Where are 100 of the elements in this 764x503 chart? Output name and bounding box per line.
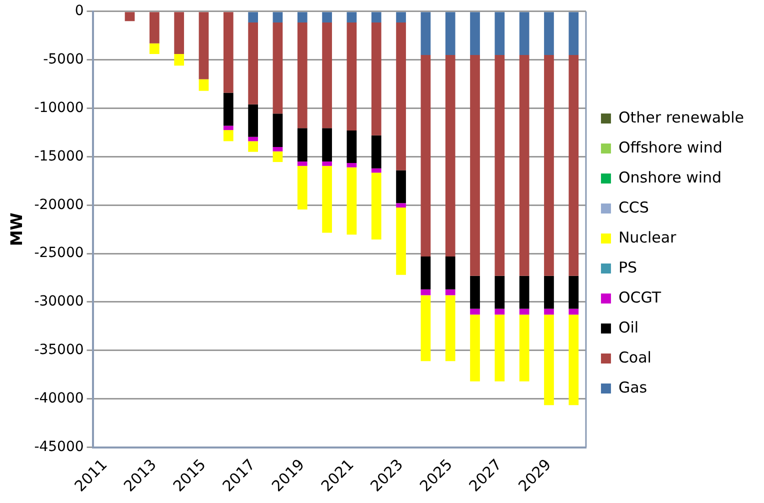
bar bbox=[445, 295, 456, 362]
bar bbox=[568, 276, 579, 309]
bar bbox=[445, 256, 456, 290]
bar bbox=[371, 12, 382, 23]
legend-label: Nuclear bbox=[618, 228, 678, 246]
legend-label: Coal bbox=[618, 348, 652, 366]
bar bbox=[420, 295, 431, 362]
legend-label: Other renewable bbox=[618, 108, 744, 126]
bar bbox=[519, 54, 530, 276]
bar bbox=[544, 276, 554, 309]
bar bbox=[150, 43, 160, 54]
bar bbox=[519, 276, 530, 309]
bar bbox=[346, 12, 357, 23]
bar bbox=[297, 128, 308, 162]
y-tick-label: -40000 bbox=[34, 390, 84, 406]
y-tick-label: -5000 bbox=[43, 51, 84, 68]
bar bbox=[272, 12, 283, 23]
y-axis-title: MW bbox=[6, 212, 26, 246]
bar bbox=[371, 22, 382, 136]
bar bbox=[297, 166, 308, 210]
bar bbox=[223, 130, 234, 142]
y-tick-label: 0 bbox=[74, 3, 84, 20]
bar bbox=[396, 208, 406, 275]
bar bbox=[420, 54, 431, 256]
bar bbox=[272, 22, 283, 114]
bar bbox=[322, 12, 332, 23]
bar bbox=[223, 12, 234, 93]
bar bbox=[494, 54, 505, 276]
bar bbox=[248, 22, 258, 104]
y-tick-label: -10000 bbox=[34, 100, 84, 116]
bar bbox=[297, 162, 308, 166]
bar bbox=[420, 12, 431, 55]
bar bbox=[223, 92, 234, 126]
bar bbox=[272, 114, 283, 148]
bar bbox=[544, 308, 554, 315]
y-tick-label: -30000 bbox=[34, 294, 84, 310]
bar bbox=[544, 12, 554, 55]
legend-label: PS bbox=[618, 258, 638, 276]
bar bbox=[544, 54, 554, 276]
bar bbox=[223, 126, 234, 130]
bar bbox=[346, 167, 357, 235]
bar bbox=[445, 54, 456, 256]
legend-label: Offshore wind bbox=[618, 138, 722, 156]
legend-label: Onshore wind bbox=[618, 168, 722, 186]
bar bbox=[568, 308, 579, 315]
bar bbox=[568, 12, 579, 55]
legend-label: OCGT bbox=[618, 288, 662, 306]
bar bbox=[470, 276, 480, 309]
y-tick-label: -25000 bbox=[34, 245, 84, 262]
y-tick-label: -20000 bbox=[34, 196, 84, 213]
bar bbox=[519, 314, 530, 382]
bar bbox=[198, 12, 209, 80]
bar bbox=[248, 104, 258, 137]
legend-label: Oil bbox=[618, 318, 639, 336]
y-tick-label: -45000 bbox=[34, 438, 84, 455]
bar bbox=[470, 54, 480, 276]
bar bbox=[346, 162, 357, 168]
bar bbox=[346, 130, 357, 163]
bar bbox=[248, 141, 258, 152]
bar bbox=[322, 166, 332, 233]
bar bbox=[248, 12, 258, 23]
bar bbox=[346, 22, 357, 131]
bar bbox=[124, 12, 135, 22]
bar bbox=[297, 22, 308, 128]
bar bbox=[445, 289, 456, 296]
bar bbox=[470, 314, 480, 382]
bar bbox=[420, 256, 431, 290]
bar bbox=[519, 12, 530, 55]
bar bbox=[470, 12, 480, 55]
bar bbox=[174, 54, 184, 66]
y-tick-label: -15000 bbox=[34, 148, 84, 164]
bar bbox=[494, 308, 505, 315]
bar bbox=[494, 276, 505, 309]
bar bbox=[568, 314, 579, 406]
y-tick-label: -35000 bbox=[34, 342, 84, 358]
bar bbox=[371, 172, 382, 240]
bar bbox=[248, 136, 258, 142]
bar bbox=[396, 22, 406, 170]
bar bbox=[174, 12, 184, 54]
bar bbox=[150, 12, 160, 44]
bar bbox=[568, 54, 579, 276]
bar bbox=[445, 12, 456, 55]
bar bbox=[322, 128, 332, 162]
bar bbox=[198, 79, 209, 91]
bar bbox=[420, 289, 431, 296]
bar bbox=[371, 135, 382, 168]
bar bbox=[396, 203, 406, 208]
legend-label: Gas bbox=[618, 378, 648, 396]
bar bbox=[494, 314, 505, 382]
bar bbox=[371, 168, 382, 173]
bar bbox=[494, 12, 505, 55]
bar bbox=[272, 147, 283, 152]
bar bbox=[322, 22, 332, 128]
bar bbox=[470, 308, 480, 315]
bar bbox=[544, 314, 554, 406]
bar bbox=[272, 151, 283, 162]
bar bbox=[396, 170, 406, 204]
bar bbox=[322, 162, 332, 166]
bar bbox=[519, 308, 530, 315]
bar bbox=[297, 12, 308, 23]
